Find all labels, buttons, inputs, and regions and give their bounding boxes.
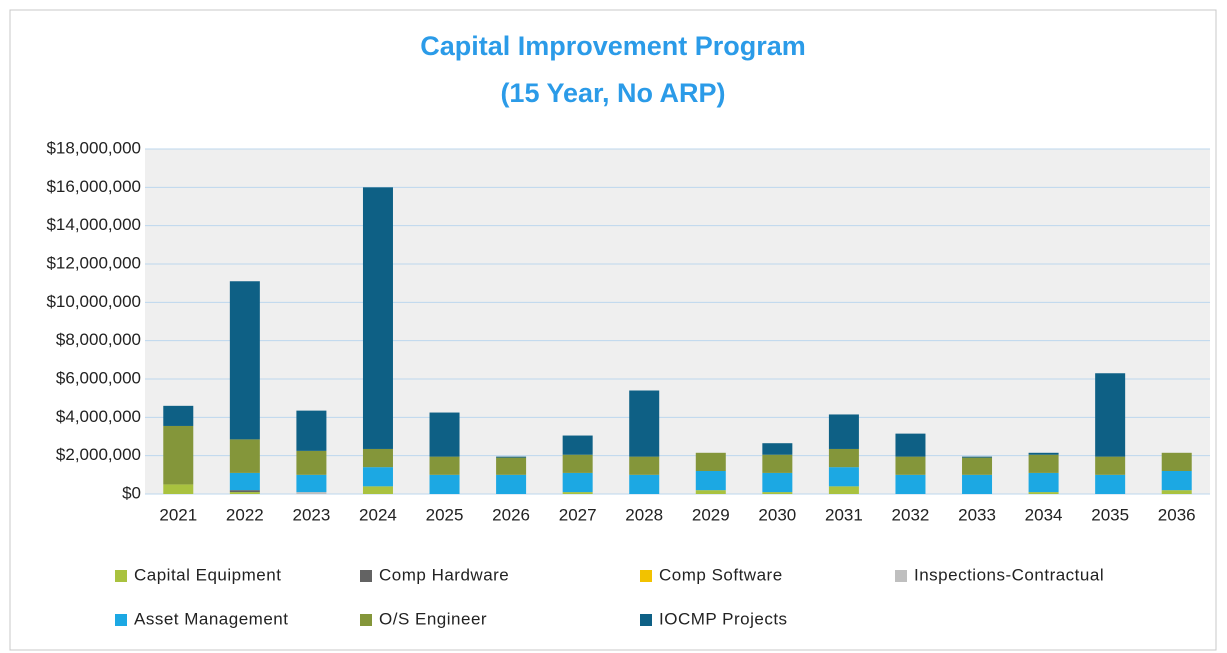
bar-segment xyxy=(895,474,926,494)
x-tick-label: 2026 xyxy=(492,505,530,524)
bar-segment xyxy=(362,486,393,494)
bar-segment xyxy=(695,452,726,471)
bar-segment xyxy=(229,472,260,491)
bar-segment xyxy=(828,486,859,494)
bar-segment xyxy=(828,467,859,487)
x-tick-label: 2024 xyxy=(359,505,397,524)
bar-segment xyxy=(163,484,194,494)
bar-segment xyxy=(362,467,393,487)
bar-segment xyxy=(695,490,726,494)
bar-segment xyxy=(296,450,327,475)
x-tick-label: 2032 xyxy=(892,505,930,524)
x-tick-label: 2023 xyxy=(292,505,330,524)
bar-segment xyxy=(1028,454,1059,473)
legend-swatch xyxy=(360,570,372,582)
x-tick-label: 2036 xyxy=(1158,505,1196,524)
legend-label: IOCMP Projects xyxy=(659,609,788,628)
y-tick-label: $14,000,000 xyxy=(46,215,141,234)
bar-segment xyxy=(962,474,993,494)
bar-segment xyxy=(762,472,793,493)
bar-segment xyxy=(828,448,859,468)
bar-segment xyxy=(362,448,393,468)
bar-segment xyxy=(362,187,393,449)
x-tick-label: 2031 xyxy=(825,505,863,524)
bar-segment xyxy=(762,492,793,494)
bar-segment xyxy=(1028,492,1059,494)
x-tick-label: 2035 xyxy=(1091,505,1129,524)
x-tick-label: 2022 xyxy=(226,505,264,524)
bar-segment xyxy=(229,490,260,493)
legend-label: Inspections-Contractual xyxy=(914,565,1104,584)
bar-segment xyxy=(1095,456,1126,475)
x-tick-label: 2025 xyxy=(426,505,464,524)
bar-segment xyxy=(762,454,793,473)
bar-segment xyxy=(429,474,460,494)
x-tick-label: 2033 xyxy=(958,505,996,524)
x-tick-label: 2027 xyxy=(559,505,597,524)
bar-segment xyxy=(562,472,593,493)
chart-title: Capital Improvement Program xyxy=(420,31,806,61)
legend-swatch xyxy=(115,570,127,582)
bar-segment xyxy=(1028,452,1059,455)
bar-segment xyxy=(895,433,926,457)
y-tick-label: $18,000,000 xyxy=(46,138,141,157)
bar-segment xyxy=(496,457,527,475)
y-tick-label: $6,000,000 xyxy=(56,368,141,387)
bar-segment xyxy=(562,435,593,455)
bar-segment xyxy=(828,414,859,449)
x-tick-label: 2028 xyxy=(625,505,663,524)
bar-segment xyxy=(229,281,260,440)
y-tick-label: $8,000,000 xyxy=(56,330,141,349)
bar-segment xyxy=(496,474,527,494)
y-tick-label: $2,000,000 xyxy=(56,445,141,464)
x-tick-label: 2021 xyxy=(159,505,197,524)
bar-segment xyxy=(429,456,460,475)
bar-segment xyxy=(762,443,793,455)
legend-label: Asset Management xyxy=(134,609,288,628)
bar-segment xyxy=(562,454,593,473)
legend-swatch xyxy=(895,570,907,582)
x-tick-label: 2034 xyxy=(1025,505,1063,524)
legend-swatch xyxy=(115,614,127,626)
y-tick-label: $4,000,000 xyxy=(56,407,141,426)
bar-segment xyxy=(496,456,527,458)
bar-segment xyxy=(1161,452,1192,471)
bar-segment xyxy=(562,492,593,494)
bar-segment xyxy=(1095,373,1126,457)
bar-segment xyxy=(296,474,327,493)
chart-subtitle: (15 Year, No ARP) xyxy=(500,78,725,108)
bar-segment xyxy=(229,439,260,473)
x-tick-label: 2029 xyxy=(692,505,730,524)
y-tick-label: $0 xyxy=(122,483,141,502)
x-tick-label: 2030 xyxy=(758,505,796,524)
legend-swatch xyxy=(640,614,652,626)
bar-segment xyxy=(1095,474,1126,494)
legend-label: Comp Software xyxy=(659,565,783,584)
bar-segment xyxy=(962,456,993,458)
bar-segment xyxy=(1161,490,1192,494)
legend-swatch xyxy=(640,570,652,582)
bar-segment xyxy=(962,457,993,475)
bar-segment xyxy=(429,412,460,457)
bar-segment xyxy=(629,456,660,475)
legend-swatch xyxy=(360,614,372,626)
bar-segment xyxy=(895,456,926,475)
bar-segment xyxy=(1028,472,1059,493)
bar-segment xyxy=(629,390,660,457)
y-tick-label: $12,000,000 xyxy=(46,253,141,272)
y-tick-label: $16,000,000 xyxy=(46,177,141,196)
bar-segment xyxy=(296,410,327,451)
bar-segment xyxy=(296,492,327,494)
bar-segment xyxy=(163,405,194,426)
bar-segment xyxy=(229,492,260,494)
legend-label: Capital Equipment xyxy=(134,565,281,584)
legend-label: Comp Hardware xyxy=(379,565,509,584)
legend-label: O/S Engineer xyxy=(379,609,487,628)
bar-segment xyxy=(1161,471,1192,491)
bar-segment xyxy=(695,471,726,491)
bar-segment xyxy=(629,474,660,494)
bar-segment xyxy=(163,425,194,485)
y-tick-label: $10,000,000 xyxy=(46,292,141,311)
